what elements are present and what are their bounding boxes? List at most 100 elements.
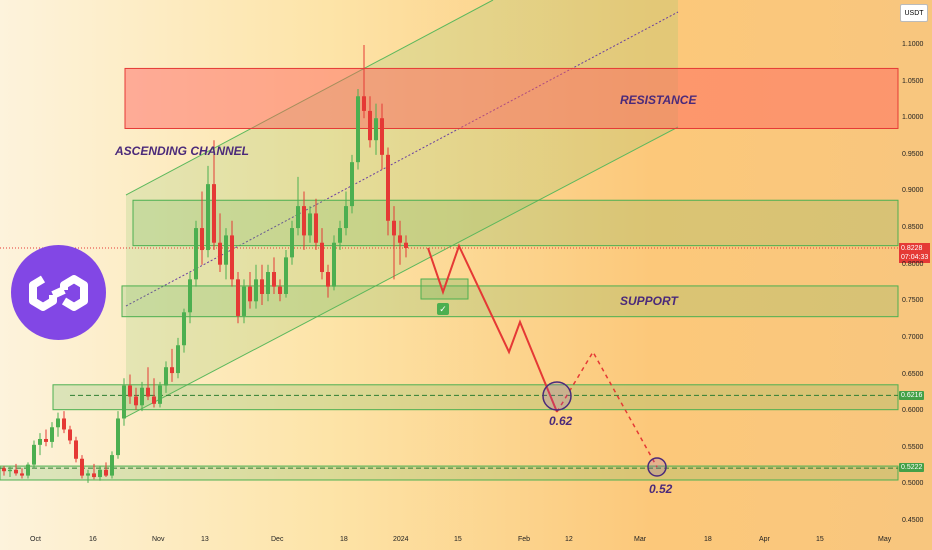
x-tick-label: Dec (271, 536, 284, 543)
y-tick-label: 0.9000 (902, 187, 924, 195)
candle-body (20, 473, 24, 476)
candle-body (62, 418, 66, 430)
candle-body (14, 469, 18, 474)
candle-body (356, 96, 360, 163)
candle-body (296, 206, 300, 229)
candle-body (236, 279, 240, 316)
x-tick-label: 18 (340, 536, 348, 543)
candle-body (134, 396, 138, 406)
candle-body (80, 458, 84, 476)
candle-body (242, 286, 246, 316)
target-circle-2 (647, 457, 667, 477)
candle-body (188, 279, 192, 313)
candle-body (326, 272, 330, 287)
candle-body (68, 429, 72, 441)
y-tick-label: 0.9500 (902, 150, 924, 158)
candle-body (350, 162, 354, 207)
candle-body (224, 235, 228, 265)
candle-body (338, 228, 342, 243)
candle-body (368, 110, 372, 141)
candle-body (122, 385, 126, 419)
x-tick-label: Feb (518, 536, 531, 543)
x-tick-label: Apr (759, 536, 770, 543)
zone-4 (0, 465, 899, 481)
currency-label[interactable]: USDT (900, 4, 928, 22)
candle-body (140, 387, 144, 406)
candle-body (272, 272, 276, 287)
candle-body (74, 440, 78, 459)
target-label-2: 0.52 (649, 482, 673, 496)
x-tick-label: 13 (201, 536, 209, 543)
candle-body (56, 418, 60, 428)
candle-body (194, 228, 198, 280)
candle-body (374, 118, 378, 141)
candle-body (290, 228, 294, 258)
candle-body (200, 228, 204, 251)
price-tag-1: 0.6216 (899, 391, 925, 400)
y-tick-label: 0.7000 (902, 333, 924, 341)
candle-body (158, 385, 162, 404)
candle-body (314, 213, 318, 243)
y-tick-label: 1.0500 (902, 77, 924, 85)
candle-body (320, 242, 324, 273)
candle-body (104, 469, 108, 476)
zone-0 (124, 67, 899, 129)
candle-body (182, 312, 186, 346)
y-tick-label: 0.4500 (902, 517, 924, 524)
candle-body (146, 387, 150, 397)
polygon-logo (11, 245, 106, 340)
x-tick-label: Nov (152, 536, 165, 543)
y-tick-label: 1.0000 (902, 114, 924, 122)
candle-body (344, 206, 348, 229)
channel-lower-line (125, 126, 679, 418)
y-tick-label: 1.1000 (902, 41, 924, 48)
candle-body (116, 418, 120, 456)
candle-body (404, 242, 408, 248)
check-icon: ✓ (437, 303, 449, 315)
candle-body (218, 242, 222, 265)
candle-body (398, 235, 402, 243)
candle-body (392, 220, 396, 236)
current-price-tag: 0.8228 07:04:33 (899, 243, 931, 263)
channel-label: ASCENDING CHANNEL (115, 144, 250, 158)
x-tick-label: Oct (30, 536, 41, 543)
candle-countdown: 07:04:33 (901, 254, 929, 261)
target-circle-1 (542, 381, 572, 411)
channel-upper-line (125, 0, 494, 196)
candle-body (212, 184, 216, 243)
y-tick-label: 0.8000 (902, 260, 924, 268)
candle-body (170, 367, 174, 374)
candle-body (128, 385, 132, 397)
zone-1 (132, 199, 899, 247)
candle-body (98, 469, 102, 478)
x-tick-label: 2024 (393, 536, 409, 543)
current-price-value: 0.8228 (901, 245, 923, 252)
x-tick-label: Mar (634, 536, 647, 543)
candle-body (2, 468, 6, 472)
candle-body (176, 345, 180, 374)
x-tick-label: 15 (454, 536, 462, 543)
candle-body (332, 242, 336, 287)
candle-body (50, 427, 54, 442)
candle-body (206, 184, 210, 251)
x-tick-label: 12 (565, 536, 573, 543)
candle-body (248, 286, 252, 302)
y-tick-label: 0.7500 (902, 297, 924, 305)
resistance-label: RESISTANCE (620, 93, 697, 107)
support-label: SUPPORT (620, 294, 678, 308)
candle-body (92, 473, 96, 478)
y-tick-label: 0.6500 (902, 370, 924, 378)
candle-body (44, 438, 48, 442)
candle-body (38, 438, 42, 445)
x-tick-label: 18 (704, 536, 712, 543)
candle-body (8, 469, 12, 472)
candle-body (254, 279, 258, 302)
x-tick-label: 16 (89, 536, 97, 543)
candle-body (284, 257, 288, 294)
x-tick-label: May (878, 536, 892, 543)
candle-body (278, 286, 282, 294)
price-tag-2: 0.5222 (899, 463, 925, 472)
candle-body (302, 206, 306, 236)
